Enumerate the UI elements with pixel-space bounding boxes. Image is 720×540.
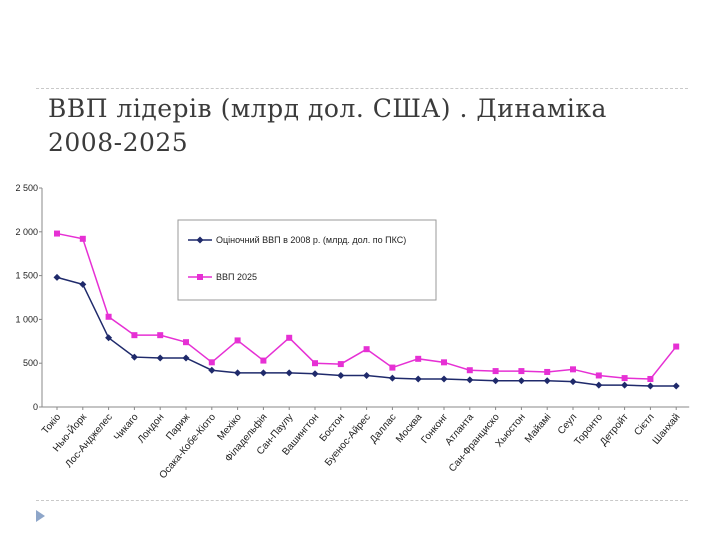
y-tick-label: 0: [33, 402, 38, 412]
series-1-point: [414, 375, 422, 383]
series-1-point: [234, 369, 242, 377]
slide-title: ВВП лідерів (млрд дол. США) . Динаміка 2…: [48, 92, 688, 160]
slide-title-line-1: ВВП лідерів (млрд дол. США) . Динаміка: [48, 94, 607, 123]
series-2-point: [441, 359, 447, 366]
series-2-point: [234, 337, 241, 344]
series-2-point: [312, 360, 318, 367]
series-1-point: [517, 377, 525, 385]
legend: Оціночний ВВП в 2008 р. (млрд. дол. по П…: [177, 219, 437, 301]
legend-label: Оціночний ВВП в 2008 р. (млрд. дол. по П…: [216, 235, 406, 245]
series-1-point: [440, 375, 448, 383]
x-tick-label: Лос-Анджелес: [64, 412, 115, 470]
x-tick-label: Даллас: [368, 412, 399, 446]
series-1-point: [646, 382, 654, 390]
series-2-point: [363, 346, 370, 353]
series-1-point: [337, 371, 345, 379]
series-1-point: [208, 366, 216, 374]
series-2-point: [389, 364, 396, 371]
series-2-point: [337, 361, 344, 368]
top-divider: [36, 88, 688, 89]
y-axis: 0 500 1 000 1 500 2 000 2 500: [15, 183, 43, 412]
series-1-point: [311, 370, 319, 378]
series-1-point: [182, 354, 190, 362]
series-2-point: [544, 368, 551, 375]
x-tick-label: Детройт: [598, 412, 631, 448]
series-2-point: [260, 357, 267, 364]
series-2-point: [183, 339, 189, 346]
series-1-point: [363, 371, 371, 379]
series-1-point: [79, 280, 87, 288]
series-2-point: [79, 235, 86, 242]
series-2-point: [673, 343, 680, 350]
series-1-point: [672, 382, 680, 390]
series-1-point: [466, 376, 474, 384]
legend-marker-diamond: [196, 236, 204, 244]
x-axis: ТокіоНью-ЙоркЛос-АнджелесЧикагоЛондонПар…: [40, 406, 690, 481]
series-1-point: [388, 374, 396, 382]
series-1-point: [569, 378, 577, 386]
x-tick-label: Токіо: [40, 412, 64, 437]
x-tick-label: Майамі: [523, 412, 553, 445]
legend-marker-square: [197, 274, 203, 280]
series-2-point: [518, 368, 525, 375]
series-1-point: [285, 369, 293, 377]
x-tick-label: Сієтл: [632, 412, 656, 438]
series-2-point: [208, 359, 215, 366]
series-2-point: [492, 368, 499, 375]
series-2-point: [157, 332, 164, 339]
legend-label: ВВП 2025: [216, 272, 257, 282]
series-1-point: [130, 353, 138, 361]
triangle-bullet-icon: [36, 510, 45, 522]
series-2-point: [131, 332, 138, 339]
y-tick-label: 2 500: [15, 183, 38, 193]
slide-title-line-2: 2008-2025: [48, 128, 189, 157]
series-2-point: [647, 375, 654, 382]
series-2-point: [595, 372, 602, 379]
bottom-divider: [36, 500, 688, 501]
series-2-point: [105, 313, 112, 320]
y-tick-label: 1 500: [15, 271, 38, 281]
x-tick-label: Лондон: [136, 412, 167, 446]
y-tick-label: 2 000: [15, 227, 38, 237]
x-tick-label: Сеул: [556, 412, 580, 437]
series-2-point: [570, 366, 576, 373]
series-2-point: [415, 355, 422, 362]
series-1-point: [543, 377, 551, 385]
y-tick-label: 1 000: [15, 314, 38, 324]
series-1-point: [595, 381, 603, 389]
series-1-point: [259, 369, 267, 377]
series-2-point: [621, 375, 628, 382]
series-2-point: [466, 367, 473, 374]
y-tick-label: 500: [23, 358, 38, 368]
series-1-point: [156, 354, 164, 362]
series-1-point: [492, 377, 500, 385]
x-tick-label: Шанхай: [651, 412, 683, 447]
series-2-point: [286, 334, 293, 341]
series-1-point: [53, 273, 61, 281]
series-1-point: [105, 334, 113, 342]
series-2-point: [54, 230, 60, 237]
series-layer: [53, 230, 680, 390]
legend-box: [177, 219, 437, 301]
series-1-point: [621, 381, 629, 389]
